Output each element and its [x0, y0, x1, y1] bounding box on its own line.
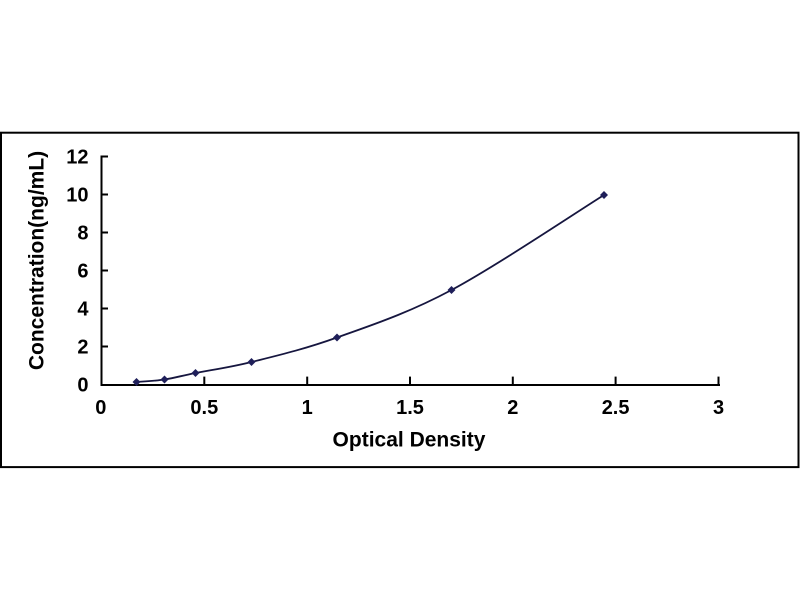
svg-text:6: 6 [77, 261, 88, 283]
svg-text:1.5: 1.5 [396, 397, 424, 419]
svg-text:2.5: 2.5 [602, 397, 630, 419]
svg-text:Optical Density: Optical Density [333, 429, 486, 452]
svg-text:2: 2 [77, 337, 88, 359]
svg-text:8: 8 [77, 223, 88, 245]
svg-text:Concentration(ng/mL): Concentration(ng/mL) [26, 151, 49, 370]
svg-text:0: 0 [77, 375, 88, 397]
svg-text:2: 2 [507, 397, 518, 419]
svg-text:12: 12 [66, 147, 88, 169]
svg-text:0: 0 [95, 397, 106, 419]
svg-text:4: 4 [77, 299, 89, 321]
svg-text:1: 1 [302, 397, 313, 419]
svg-text:3: 3 [713, 397, 724, 419]
svg-text:10: 10 [66, 185, 88, 207]
svg-text:0.5: 0.5 [190, 397, 218, 419]
